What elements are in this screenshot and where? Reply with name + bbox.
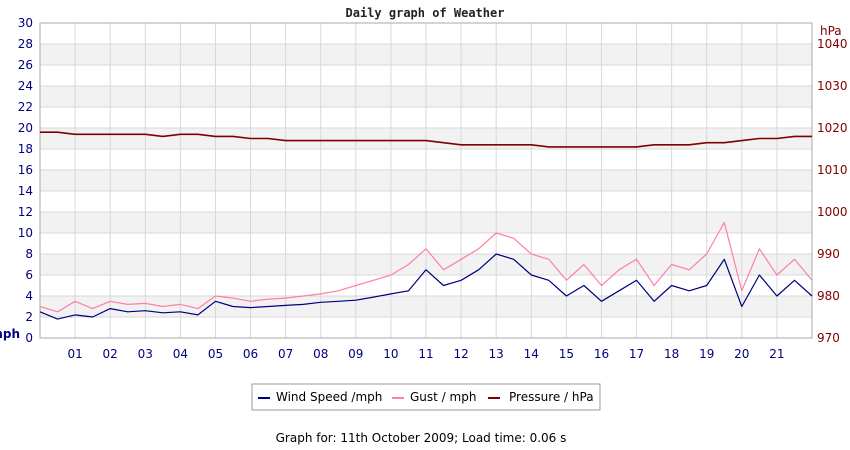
right-tick-label: 1030 [817, 79, 848, 93]
legend-label-gust: Gust / mph [410, 390, 476, 404]
x-tick-label: 12 [453, 347, 468, 361]
x-tick-label: 17 [629, 347, 644, 361]
x-tick-label: 16 [594, 347, 609, 361]
x-tick-label: 21 [769, 347, 784, 361]
x-tick-label: 15 [559, 347, 574, 361]
left-tick-label: 30 [18, 16, 33, 30]
left-tick-label: 20 [18, 121, 33, 135]
legend-label-pressure: Pressure / hPa [509, 390, 594, 404]
left-axis-unit: mph [0, 327, 20, 341]
left-tick-label: 6 [25, 268, 33, 282]
x-tick-label: 03 [138, 347, 153, 361]
x-tick-label: 13 [489, 347, 504, 361]
right-tick-label: 1010 [817, 163, 848, 177]
x-tick-label: 20 [734, 347, 749, 361]
plot-frame [39, 22, 813, 339]
x-axis-ticks: 01 02 03 04 05 06 07 08 09 10 11 12 13 14 15 16 17 18 19 20… [67, 347, 784, 361]
left-tick-label: 4 [25, 289, 33, 303]
x-tick-label: 19 [699, 347, 714, 361]
left-tick-label: 2 [25, 310, 33, 324]
left-tick-label: 0 [25, 331, 33, 345]
left-tick-label: 10 [18, 226, 33, 240]
left-tick-label: 24 [18, 79, 33, 93]
series-line-0 [39, 253, 813, 320]
x-tick-label: 06 [243, 347, 258, 361]
right-tick-label: 980 [817, 289, 840, 303]
right-tick-label: 970 [817, 331, 840, 345]
footer-text: Graph for: 11th October 2009; Load time:… [276, 431, 567, 445]
x-tick-label: 01 [67, 347, 82, 361]
left-tick-label: 14 [18, 184, 33, 198]
x-tick-label: 18 [664, 347, 679, 361]
x-tick-label: 02 [103, 347, 118, 361]
left-tick-label: 26 [18, 58, 33, 72]
left-tick-label: 22 [18, 100, 33, 114]
left-tick-label: 8 [25, 247, 33, 261]
right-tick-label: 1020 [817, 121, 848, 135]
x-tick-label: 04 [173, 347, 188, 361]
legend: Wind Speed /mph Gust / mph Pressure / hP… [251, 383, 601, 411]
right-axis-unit: hPa [820, 24, 842, 38]
left-tick-label: 18 [18, 142, 33, 156]
x-tick-label: 08 [313, 347, 328, 361]
left-tick-label: 28 [18, 37, 33, 51]
legend-box [251, 383, 601, 411]
right-tick-label: 1000 [817, 205, 848, 219]
x-tick-label: 11 [418, 347, 433, 361]
x-tick-label: 07 [278, 347, 293, 361]
series-line-2 [40, 131, 812, 148]
right-tick-label: 990 [817, 247, 840, 261]
series-line-1 [39, 221, 813, 313]
right-axis-ticks: 970 980 990 1000 1010 1020 1030 1040 [817, 37, 848, 345]
left-tick-label: 12 [18, 205, 33, 219]
x-tick-label: 14 [524, 347, 539, 361]
x-tick-label: 05 [208, 347, 223, 361]
x-tick-label: 09 [348, 347, 363, 361]
right-tick-label: 1040 [817, 37, 848, 51]
series-layer [39, 131, 813, 320]
x-tick-label: 10 [383, 347, 398, 361]
chart-title: Daily graph of Weather [346, 6, 505, 20]
legend-label-wind-speed: Wind Speed /mph [276, 390, 382, 404]
plot-grid [39, 22, 813, 339]
left-tick-label: 16 [18, 163, 33, 177]
